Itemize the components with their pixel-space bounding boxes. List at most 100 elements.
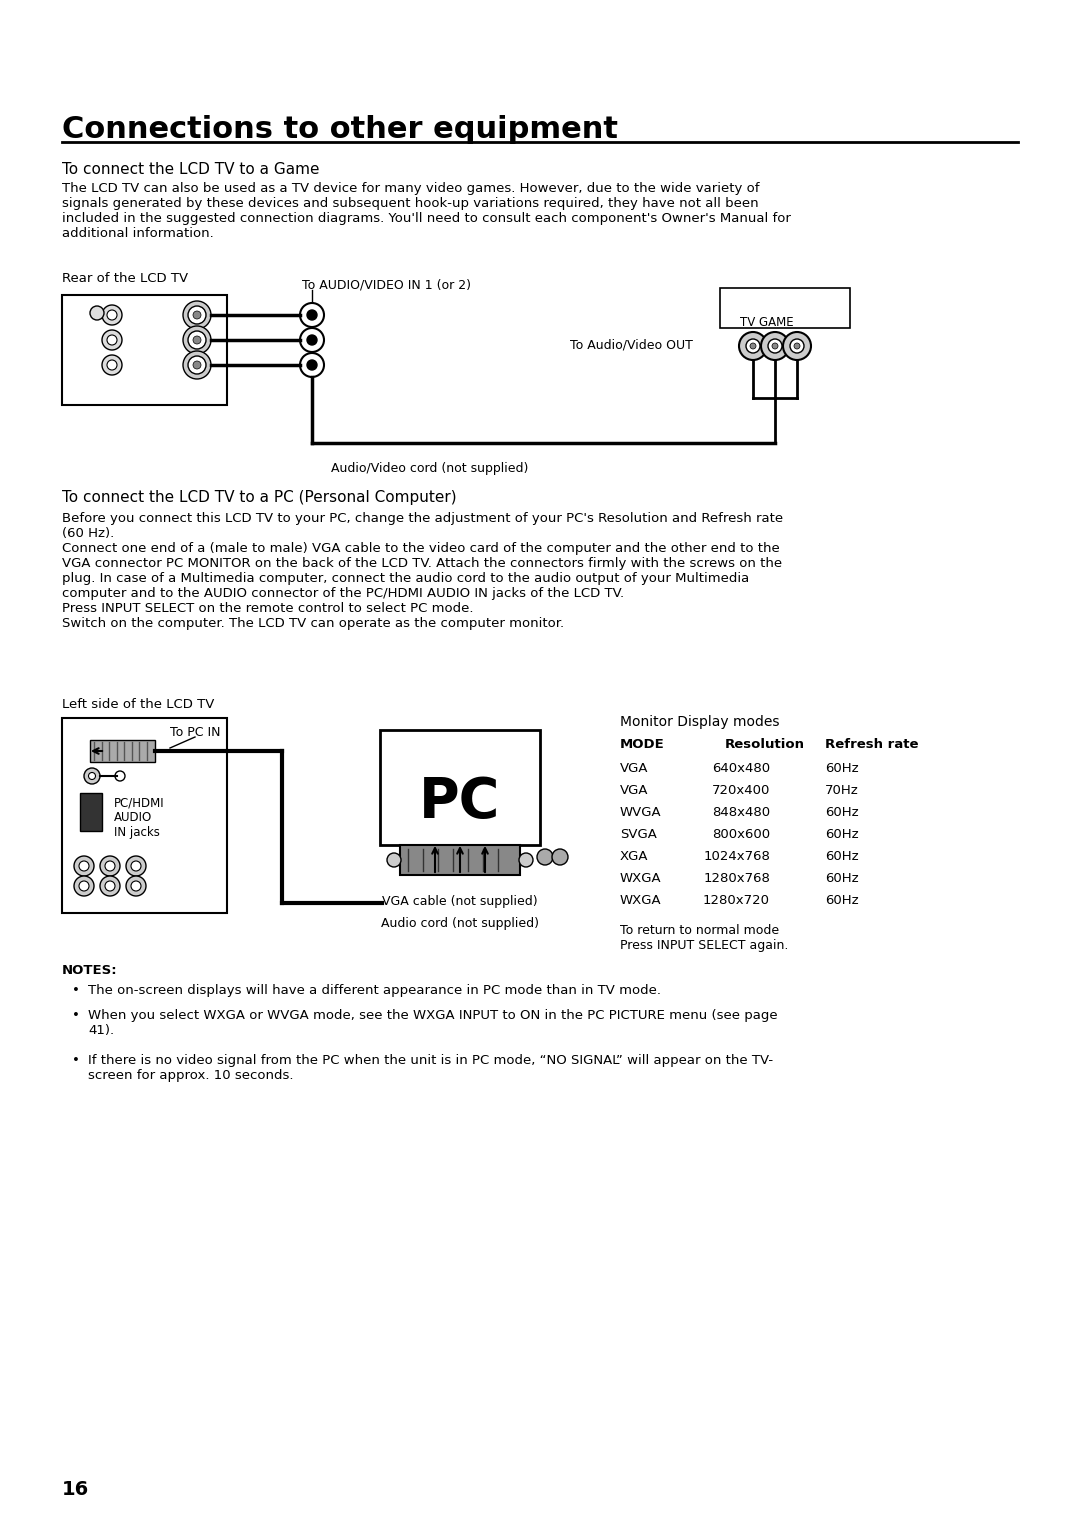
Circle shape	[183, 325, 211, 354]
Text: Refresh rate: Refresh rate	[825, 738, 918, 750]
Text: To PC IN: To PC IN	[170, 726, 220, 740]
Circle shape	[90, 306, 104, 319]
Circle shape	[100, 876, 120, 895]
Text: Resolution: Resolution	[725, 738, 805, 750]
Circle shape	[300, 329, 324, 351]
Text: 60Hz: 60Hz	[825, 894, 859, 908]
Circle shape	[131, 860, 141, 871]
Circle shape	[739, 332, 767, 361]
Text: Left side of the LCD TV: Left side of the LCD TV	[62, 698, 214, 711]
Circle shape	[552, 850, 568, 865]
Text: 848x480: 848x480	[712, 805, 770, 819]
Text: TV GAME: TV GAME	[740, 316, 794, 329]
Text: NOTES:: NOTES:	[62, 964, 118, 976]
Circle shape	[107, 361, 117, 370]
Text: 60Hz: 60Hz	[825, 872, 859, 885]
Circle shape	[783, 332, 811, 361]
Text: 800x600: 800x600	[712, 828, 770, 840]
Text: MODE: MODE	[620, 738, 665, 750]
Text: 60Hz: 60Hz	[825, 805, 859, 819]
Circle shape	[537, 850, 553, 865]
Circle shape	[102, 306, 122, 325]
Text: SVGA: SVGA	[620, 828, 657, 840]
Circle shape	[193, 312, 201, 319]
Circle shape	[750, 342, 756, 348]
Bar	[400, 845, 519, 876]
Circle shape	[772, 342, 778, 348]
Circle shape	[183, 301, 211, 329]
Circle shape	[789, 339, 804, 353]
Bar	[62, 718, 227, 914]
Text: VGA: VGA	[620, 762, 648, 775]
Bar	[80, 793, 102, 831]
Text: To AUDIO/VIDEO IN 1 (or 2): To AUDIO/VIDEO IN 1 (or 2)	[302, 278, 471, 290]
Circle shape	[183, 351, 211, 379]
Text: Connect one end of a (male to male) VGA cable to the video card of the computer : Connect one end of a (male to male) VGA …	[62, 542, 782, 630]
Circle shape	[89, 773, 95, 779]
Text: VGA: VGA	[620, 784, 648, 798]
Circle shape	[188, 306, 206, 324]
Circle shape	[300, 303, 324, 327]
Circle shape	[193, 361, 201, 368]
Text: PC: PC	[419, 775, 501, 830]
Circle shape	[105, 860, 114, 871]
Circle shape	[105, 882, 114, 891]
Circle shape	[75, 876, 94, 895]
Circle shape	[126, 856, 146, 876]
Text: 720x400: 720x400	[712, 784, 770, 798]
Circle shape	[188, 332, 206, 348]
Circle shape	[387, 853, 401, 866]
Text: 16: 16	[62, 1481, 90, 1499]
Text: Connections to other equipment: Connections to other equipment	[62, 115, 618, 144]
Text: Before you connect this LCD TV to your PC, change the adjustment of your PC's Re: Before you connect this LCD TV to your P…	[62, 512, 783, 539]
Text: 1280x768: 1280x768	[703, 872, 770, 885]
Circle shape	[794, 342, 800, 348]
Text: 60Hz: 60Hz	[825, 828, 859, 840]
Circle shape	[307, 310, 318, 319]
Circle shape	[79, 860, 89, 871]
Text: 60Hz: 60Hz	[825, 762, 859, 775]
Text: 1024x768: 1024x768	[703, 850, 770, 863]
Circle shape	[126, 876, 146, 895]
Text: 70Hz: 70Hz	[825, 784, 859, 798]
Bar	[380, 730, 540, 845]
Circle shape	[188, 356, 206, 374]
Circle shape	[107, 335, 117, 345]
Text: WXGA: WXGA	[620, 872, 662, 885]
Text: 1280x720: 1280x720	[703, 894, 770, 908]
Circle shape	[768, 339, 782, 353]
Circle shape	[102, 354, 122, 374]
Text: 60Hz: 60Hz	[825, 850, 859, 863]
Text: XGA: XGA	[620, 850, 648, 863]
Text: WXGA: WXGA	[620, 894, 662, 908]
Circle shape	[75, 856, 94, 876]
Text: Monitor Display modes: Monitor Display modes	[620, 715, 780, 729]
Circle shape	[84, 769, 100, 784]
Circle shape	[746, 339, 760, 353]
Text: To return to normal mode
Press INPUT SELECT again.: To return to normal mode Press INPUT SEL…	[620, 924, 788, 952]
Text: To Audio/Video OUT: To Audio/Video OUT	[570, 338, 693, 351]
Text: WVGA: WVGA	[620, 805, 662, 819]
Text: Audio cord (not supplied): Audio cord (not supplied)	[381, 917, 539, 931]
Circle shape	[193, 336, 201, 344]
Bar	[720, 287, 850, 329]
Circle shape	[107, 310, 117, 319]
Circle shape	[519, 853, 534, 866]
Text: If there is no video signal from the PC when the unit is in PC mode, “NO SIGNAL”: If there is no video signal from the PC …	[87, 1054, 773, 1082]
Text: To connect the LCD TV to a PC (Personal Computer): To connect the LCD TV to a PC (Personal …	[62, 490, 457, 504]
Text: The LCD TV can also be used as a TV device for many video games. However, due to: The LCD TV can also be used as a TV devi…	[62, 182, 791, 240]
Circle shape	[114, 772, 125, 781]
Text: VGA cable (not supplied): VGA cable (not supplied)	[382, 895, 538, 908]
Circle shape	[761, 332, 789, 361]
Text: 640x480: 640x480	[712, 762, 770, 775]
Circle shape	[307, 335, 318, 345]
Circle shape	[300, 353, 324, 377]
Text: Audio/Video cord (not supplied): Audio/Video cord (not supplied)	[332, 461, 529, 475]
Text: •: •	[72, 984, 80, 996]
Circle shape	[131, 882, 141, 891]
Bar	[90, 740, 156, 762]
Text: Rear of the LCD TV: Rear of the LCD TV	[62, 272, 188, 286]
Circle shape	[102, 330, 122, 350]
Text: When you select WXGA or WVGA mode, see the WXGA INPUT to ON in the PC PICTURE me: When you select WXGA or WVGA mode, see t…	[87, 1008, 778, 1038]
Text: PC/HDMI
AUDIO
IN jacks: PC/HDMI AUDIO IN jacks	[114, 796, 164, 839]
